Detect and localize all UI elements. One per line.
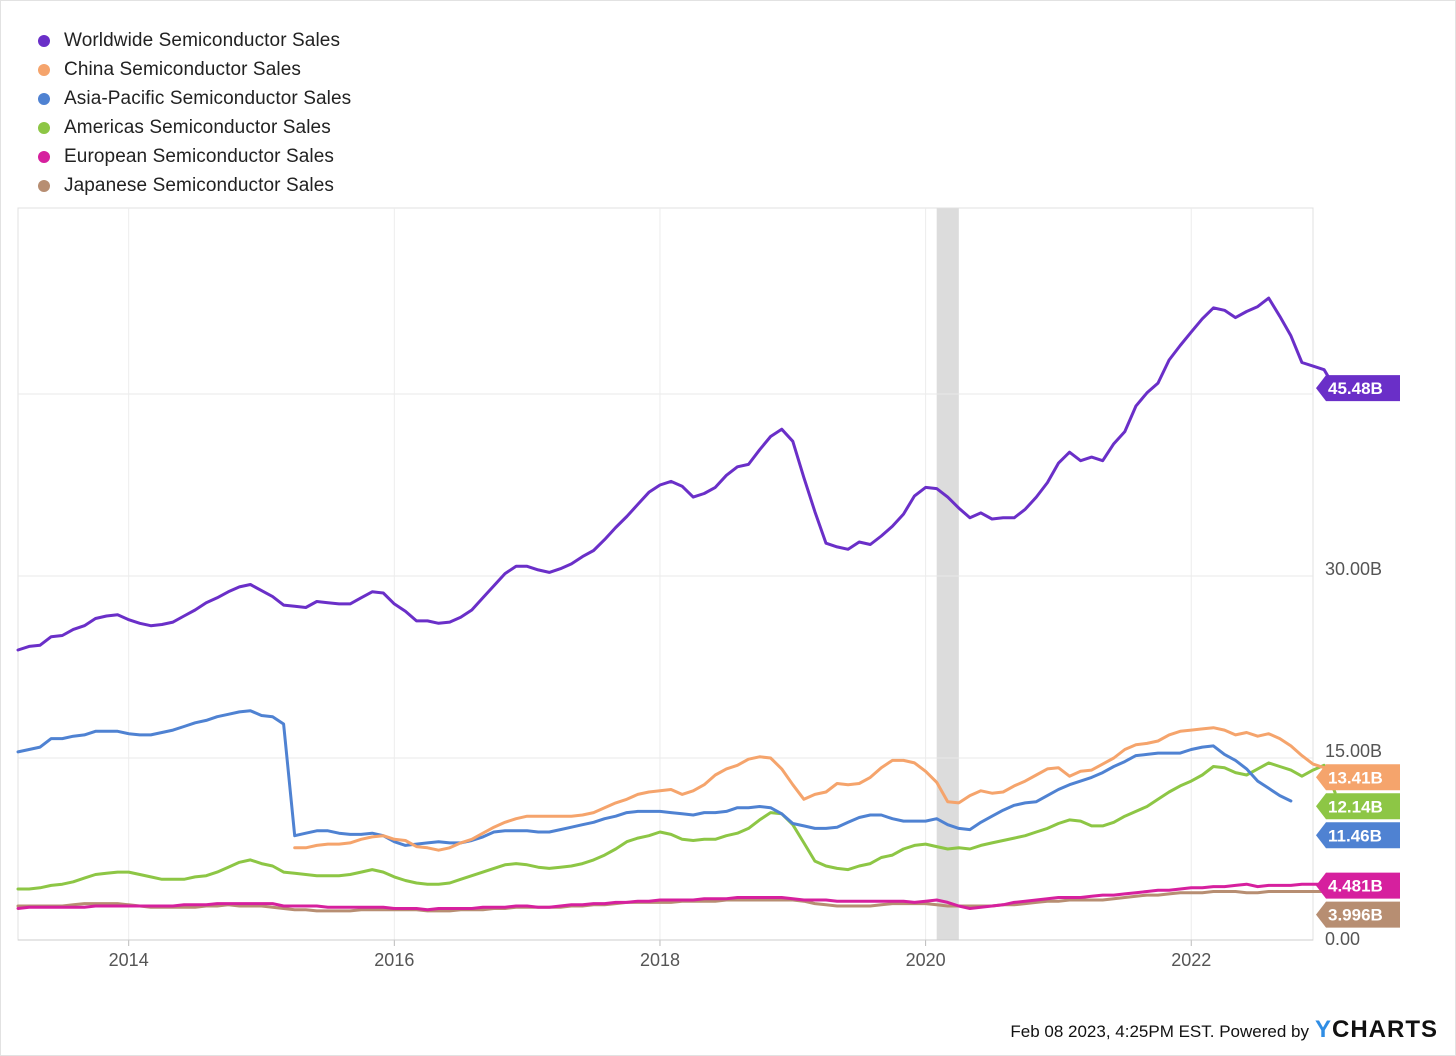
legend-item-european[interactable]: European Semiconductor Sales	[38, 142, 351, 171]
end-value-label: 12.14B	[1328, 797, 1383, 816]
series-line-americas[interactable]	[16, 761, 1337, 891]
legend-dot-worldwide	[38, 34, 50, 47]
end-value-tag-bg	[1316, 764, 1400, 791]
line-chart: 0.00 15.00B 30.00B 2014 2016 2018 2020 2022 45.…	[16, 207, 1400, 970]
legend-label-asia-pacific: Asia-Pacific Semiconductor Sales	[64, 87, 352, 109]
end-value-label: 11.46B	[1328, 826, 1382, 845]
ycharts-logo-text: CHARTS	[1332, 1016, 1438, 1043]
ycharts-logo[interactable]: YCHARTS	[1315, 1016, 1438, 1044]
series-line-european[interactable]	[16, 882, 1337, 912]
legend-label-european: European Semiconductor Sales	[64, 145, 335, 167]
legend-label-japanese: Japanese Semiconductor Sales	[64, 174, 335, 196]
end-value-tag-bg	[1316, 375, 1400, 402]
end-value-tag-bg	[1316, 822, 1400, 849]
x-tick-label: 2020	[906, 950, 946, 970]
legend-item-china[interactable]: China Semiconductor Sales	[38, 55, 351, 84]
end-value-tag: 4.481B	[1316, 872, 1400, 899]
end-value-label: 3.996B	[1328, 906, 1383, 925]
legend-label-china: China Semiconductor Sales	[64, 58, 301, 80]
legend-dot-asia-pacific	[38, 92, 50, 105]
legend-item-asia-pacific[interactable]: Asia-Pacific Semiconductor Sales	[38, 84, 351, 113]
footer-timestamp: Feb 08 2023, 4:25PM EST. Powered by	[1010, 1022, 1309, 1041]
end-value-tag-bg	[1316, 901, 1400, 928]
x-tick-label: 2014	[109, 950, 149, 970]
end-value-label: 45.48B	[1328, 379, 1383, 398]
x-tick-label: 2018	[640, 950, 680, 970]
end-value-tag: 3.996B	[1316, 901, 1400, 928]
recession-band	[936, 208, 959, 940]
end-value-tag: 45.48B	[1316, 375, 1400, 402]
series-line-china[interactable]	[293, 726, 1337, 852]
y-tick-label: 0.00	[1325, 929, 1360, 949]
legend-item-japanese[interactable]: Japanese Semiconductor Sales	[38, 171, 351, 200]
series-line-japanese[interactable]	[16, 890, 1337, 913]
end-value-tag: 13.41B	[1316, 764, 1400, 791]
x-tick-label: 2022	[1171, 950, 1211, 970]
end-value-tag-bg	[1316, 872, 1400, 899]
legend-dot-european	[38, 150, 50, 163]
plot-area	[17, 207, 1314, 941]
end-value-tag-bg	[1316, 793, 1400, 820]
end-value-label: 13.41B	[1328, 768, 1383, 787]
x-tick-label: 2016	[374, 950, 414, 970]
end-value-label: 4.481B	[1328, 877, 1383, 896]
legend: Worldwide Semiconductor Sales China Semi…	[38, 26, 351, 200]
legend-label-americas: Americas Semiconductor Sales	[64, 116, 331, 138]
footer: Feb 08 2023, 4:25PM EST. Powered by YCHA…	[1010, 1016, 1438, 1044]
legend-item-worldwide[interactable]: Worldwide Semiconductor Sales	[38, 26, 351, 55]
y-tick-label: 30.00B	[1325, 559, 1382, 579]
series-line-worldwide[interactable]	[16, 296, 1337, 652]
ycharts-logo-y: Y	[1314, 1016, 1332, 1043]
legend-dot-americas	[38, 121, 50, 134]
legend-dot-china	[38, 63, 50, 76]
end-value-tag: 11.46B	[1316, 822, 1400, 849]
series-line-asia-pacific[interactable]	[16, 709, 1293, 847]
legend-dot-japanese	[38, 179, 50, 192]
legend-item-americas[interactable]: Americas Semiconductor Sales	[38, 113, 351, 142]
y-tick-label: 15.00B	[1325, 741, 1382, 761]
end-value-tag: 12.14B	[1316, 793, 1400, 820]
legend-label-worldwide: Worldwide Semiconductor Sales	[64, 29, 341, 51]
